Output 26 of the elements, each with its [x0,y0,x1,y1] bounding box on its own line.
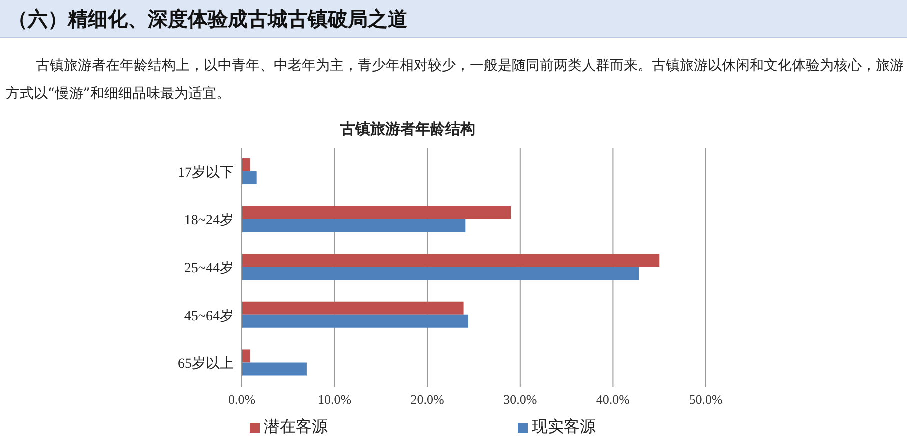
y-tick-label: 25~44岁 [184,260,234,276]
text: （六）精细化、深度体验成古城古镇破局之道 [0,0,907,38]
y-tick-label: 65岁以上 [178,356,234,372]
text: 古镇旅游者在年龄结构上，以中青年、中老年为主，青少年相对较少，一般是随同前两类人群而来。古镇旅游以休闲和文化体验为核心，旅游方式以“慢游”和细细品味最为适宜。 [6,57,905,104]
bar [242,254,660,268]
y-tick-label: 17岁以下 [178,164,234,181]
y-tick-label: 18~24岁 [184,212,234,229]
y-tick-label: 45~64岁 [184,308,234,324]
bar [242,362,307,376]
x-tick-label: 40.0% [596,392,630,408]
bar [242,314,468,328]
legend-label: 潜在客源 [264,417,328,436]
bar [242,172,257,185]
x-tick-label: 20.0% [410,392,445,408]
chart-title: 古镇旅游者年龄结构 [340,120,476,139]
bar [242,206,512,220]
x-tick-label: 10.0% [318,392,352,408]
x-tick-label: 30.0% [504,392,538,408]
legend-label: 现实客源 [532,417,596,436]
x-tick-label: 50.0% [689,392,723,408]
bar [242,219,466,232]
bar [242,302,464,315]
bar [242,350,250,363]
bar [242,267,640,280]
bar [242,158,250,172]
x-tick-label: 0.0% [228,392,256,408]
